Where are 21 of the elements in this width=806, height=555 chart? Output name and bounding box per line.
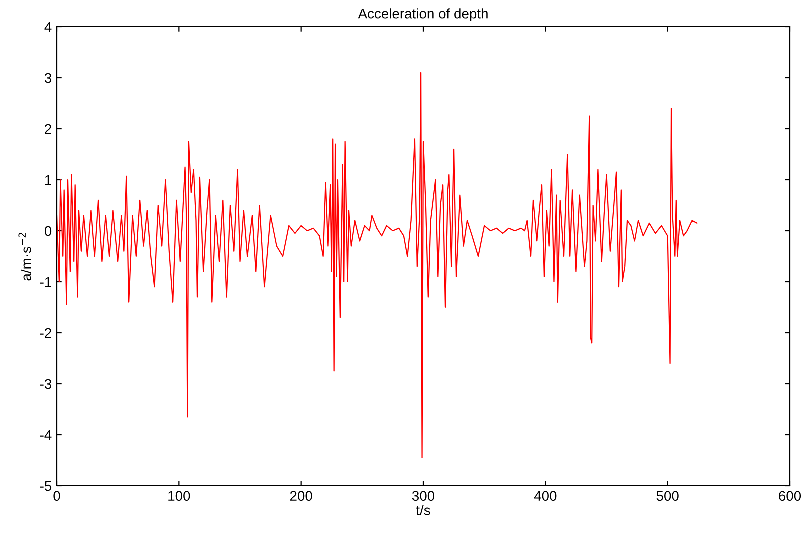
y-tick-label: 3 <box>44 73 52 84</box>
y-tick-label: 4 <box>44 22 52 32</box>
x-tick-label: 400 <box>534 491 557 502</box>
y-tick-label: 0 <box>44 226 52 236</box>
line-series <box>57 72 698 459</box>
y-tick-label: -3 <box>40 379 52 390</box>
y-tick-label: -5 <box>40 481 52 492</box>
x-tick-label: 100 <box>168 491 190 502</box>
x-tick-label: 600 <box>779 491 802 502</box>
x-tick-label: 500 <box>656 491 679 502</box>
y-tick-label: -4 <box>40 430 52 440</box>
x-tick-label: 0 <box>54 491 60 502</box>
x-axis-title: t/s <box>416 505 430 516</box>
x-tick-label: 200 <box>290 491 312 502</box>
y-tick-label: -2 <box>40 328 52 338</box>
y-axis-title: a/m·s$^{−2}$ <box>18 233 32 281</box>
chart-title: Acceleration of depth <box>358 8 488 22</box>
y-tick-label: 2 <box>45 124 52 134</box>
x-tick-label: 300 <box>412 491 435 502</box>
y-tick-label: 1 <box>45 175 52 186</box>
y-tick-label: -1 <box>40 277 52 288</box>
